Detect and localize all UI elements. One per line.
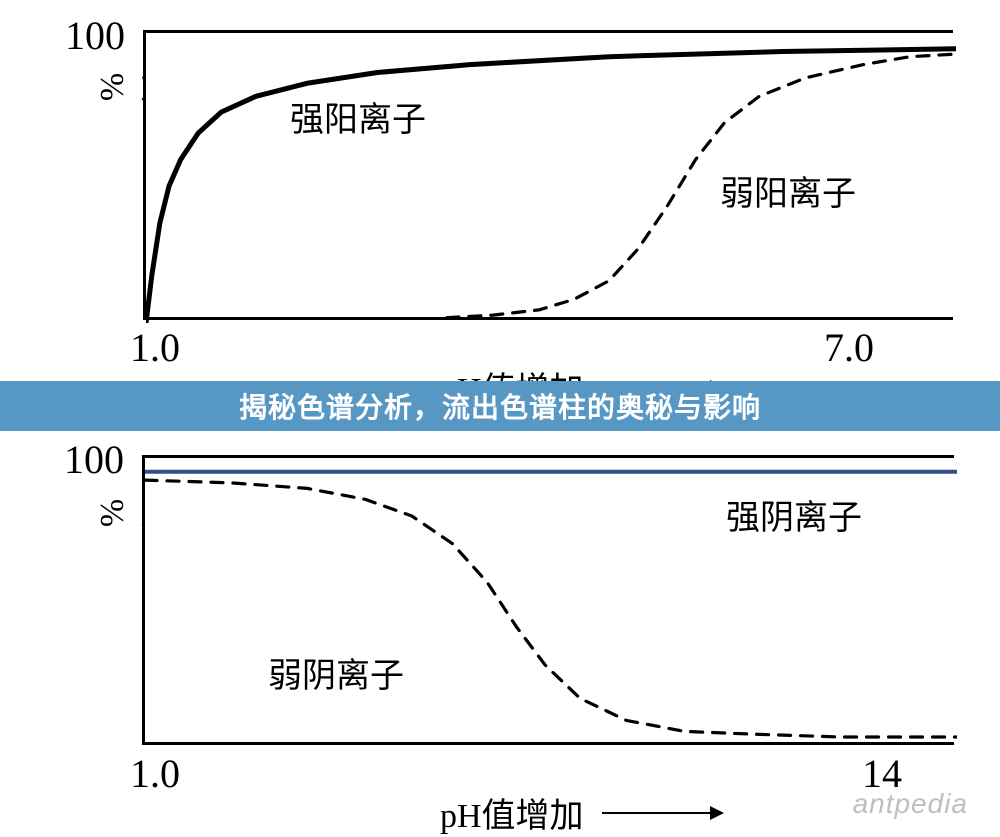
banner-text: 揭秘色谱分析，流出色谱柱的奥秘与影响 xyxy=(239,386,761,426)
weak-cation-label: 弱阳离子 xyxy=(720,166,856,215)
weak-cation-curve xyxy=(447,54,956,318)
title-banner: 揭秘色谱分析，流出色谱柱的奥秘与影响 xyxy=(0,381,1000,431)
top-xtick-7: 7.0 xyxy=(824,324,874,371)
top-xtick-1: 1.0 xyxy=(130,324,180,371)
bottom-xtick-1: 1.0 xyxy=(130,750,180,797)
strong-anion-label: 强阴离子 xyxy=(726,490,862,539)
weak-anion-label: 弱阴离子 xyxy=(268,648,404,697)
top-ytick-100: 100 xyxy=(65,12,125,59)
ylabel-unit: % xyxy=(94,499,132,527)
bottom-x-arrow-icon xyxy=(602,812,722,814)
bottom-xlabel-text: pH值增加 xyxy=(440,788,584,837)
bottom-x-axis-label: pH值增加 xyxy=(440,788,722,837)
ylabel-unit: % xyxy=(94,73,132,101)
bottom-ytick-100: 100 xyxy=(64,436,124,483)
strong-cation-label: 强阳离子 xyxy=(290,92,426,141)
watermark-text: antpedia xyxy=(853,788,968,820)
